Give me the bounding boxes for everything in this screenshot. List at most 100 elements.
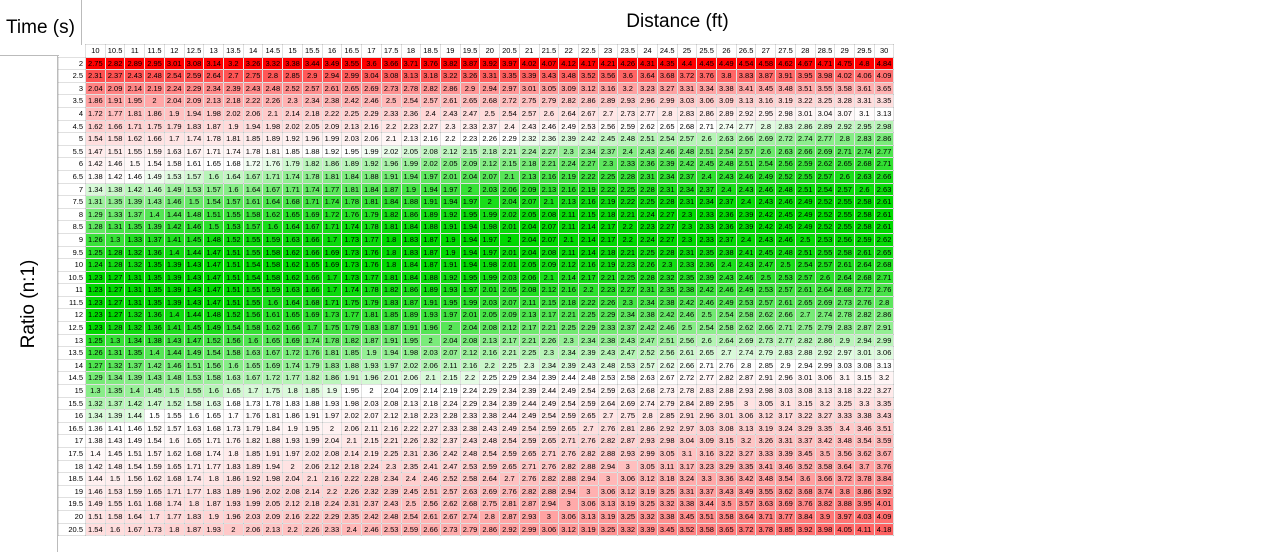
- table-cell: 2.54: [518, 421, 540, 436]
- table-cell: 3.01: [518, 81, 540, 96]
- table-cell: 1.7: [321, 232, 343, 247]
- table-cell: 1.42: [85, 459, 106, 474]
- table-cell: 1.86: [282, 409, 303, 423]
- table-cell: 2.74: [637, 396, 658, 411]
- table-cell: 2.16: [558, 182, 579, 197]
- table-cell: 2.5: [380, 94, 402, 108]
- table-cell: 2.61: [321, 81, 343, 96]
- table-cell: 2.16: [577, 195, 599, 209]
- table-cell: 1.81: [321, 346, 343, 360]
- table-cell: 3: [577, 484, 599, 499]
- table-cell: 1.79: [242, 421, 264, 436]
- table-cell: 1.38: [144, 333, 165, 348]
- table-cell: 2.34: [301, 94, 323, 108]
- table-cell: 1.99: [400, 157, 422, 171]
- row-header: 10: [58, 258, 86, 272]
- table-cell: 2.76: [597, 421, 619, 436]
- table-cell: 2.47: [755, 258, 777, 272]
- table-cell: 2.52: [439, 472, 461, 486]
- table-row: 15.5 1.32 1.37 1.42 1.47 1.52 1.58 1.63 1.68 1.73…: [58, 396, 895, 411]
- table-cell: 2.04: [163, 94, 185, 108]
- table-cell: 1.84: [400, 220, 422, 234]
- table-cell: 1.78: [301, 169, 323, 184]
- table-cell: 2.35: [341, 509, 363, 524]
- table-cell: 1.75: [341, 295, 363, 310]
- table-cell: 1.27: [104, 283, 126, 297]
- table-cell: 2.72: [854, 283, 875, 297]
- table-cell: 2.37: [716, 195, 737, 209]
- table-cell: 1.73: [341, 270, 363, 285]
- table-cell: 3.31: [775, 434, 796, 448]
- table-cell: 1.48: [104, 459, 126, 474]
- table-cell: 1.53: [104, 484, 126, 499]
- table-cell: 1.56: [124, 472, 146, 486]
- table-cell: 3.08: [380, 69, 402, 83]
- table-cell: 2.82: [597, 434, 619, 448]
- table-cell: 2.73: [380, 81, 402, 96]
- table-cell: 1.76: [242, 409, 264, 423]
- table-cell: 3.9: [814, 509, 836, 524]
- table-cell: 1.52: [223, 232, 244, 247]
- table-cell: 2.39: [558, 132, 579, 146]
- table-cell: 4.67: [794, 56, 816, 71]
- table-cell: 1.89: [341, 157, 363, 171]
- table-cell: 2.18: [223, 94, 244, 108]
- table-cell: 1.59: [124, 484, 146, 499]
- table-cell: 2.77: [775, 333, 796, 348]
- table-cell: 1.57: [223, 195, 244, 209]
- table-cell: 2.8: [479, 509, 501, 524]
- table-cell: 3.49: [735, 484, 757, 499]
- table-cell: 2.21: [558, 308, 579, 323]
- table-cell: 1.23: [85, 308, 106, 323]
- table-cell: 1.86: [144, 106, 165, 121]
- table-cell: 1.35: [104, 384, 126, 398]
- table-cell: 2.88: [597, 447, 619, 461]
- table-cell: 1.92: [321, 144, 343, 159]
- table-cell: 2.62: [656, 358, 678, 373]
- table-cell: 2.77: [873, 144, 895, 159]
- table-cell: 2.37: [676, 169, 698, 184]
- table-cell: 3.33: [834, 409, 856, 423]
- table-cell: 2.39: [223, 81, 244, 96]
- row-header: 2.5: [58, 69, 86, 83]
- table-cell: 2.42: [696, 283, 717, 297]
- table-cell: 1.8: [380, 258, 402, 272]
- table-cell: 2.32: [518, 132, 540, 146]
- table-cell: 2.46: [361, 522, 382, 537]
- table-cell: 2.59: [577, 396, 599, 411]
- table-cell: 3.12: [755, 409, 777, 423]
- table-cell: 2.44: [538, 384, 560, 398]
- table-cell: 2.83: [775, 119, 796, 134]
- table-cell: 2.05: [499, 283, 520, 297]
- column-header: 14.5: [262, 44, 284, 58]
- table-cell: 3.64: [637, 69, 658, 83]
- table-cell: 3.64: [735, 509, 757, 524]
- table-cell: 1.64: [124, 509, 146, 524]
- table-cell: 2.38: [637, 308, 658, 323]
- table-cell: 2.3: [518, 358, 540, 373]
- table-cell: 2.28: [439, 409, 461, 423]
- table-cell: 1.71: [321, 295, 343, 310]
- table-cell: 2.13: [538, 182, 560, 197]
- table-cell: 1.69: [321, 245, 343, 260]
- table-cell: 2.82: [577, 447, 599, 461]
- table-cell: 3: [558, 497, 579, 511]
- table-cell: 2.68: [873, 258, 895, 272]
- table-cell: 2.38: [656, 295, 678, 310]
- column-header-row: 10 10.5 11 11.5 12 12.5 13 13.5 14 14.5 15 15.5 16 16…: [58, 44, 895, 58]
- table-cell: 2.59: [558, 409, 579, 423]
- table-cell: 1.45: [183, 321, 205, 335]
- row-header: 12: [58, 308, 86, 323]
- table-cell: 2.01: [439, 169, 461, 184]
- table-cell: 1.54: [242, 258, 264, 272]
- table-cell: 2.13: [518, 169, 540, 184]
- table-cell: 2.24: [637, 207, 658, 222]
- table-cell: 2.66: [735, 132, 757, 146]
- table-cell: 2.65: [656, 119, 678, 134]
- table-cell: 1.83: [282, 396, 303, 411]
- table-cell: 2.22: [321, 106, 343, 121]
- table-cell: 1.64: [262, 195, 284, 209]
- table-cell: 2.43: [459, 434, 481, 448]
- table-cell: 1.72: [242, 157, 264, 171]
- column-header: 13.5: [223, 44, 244, 58]
